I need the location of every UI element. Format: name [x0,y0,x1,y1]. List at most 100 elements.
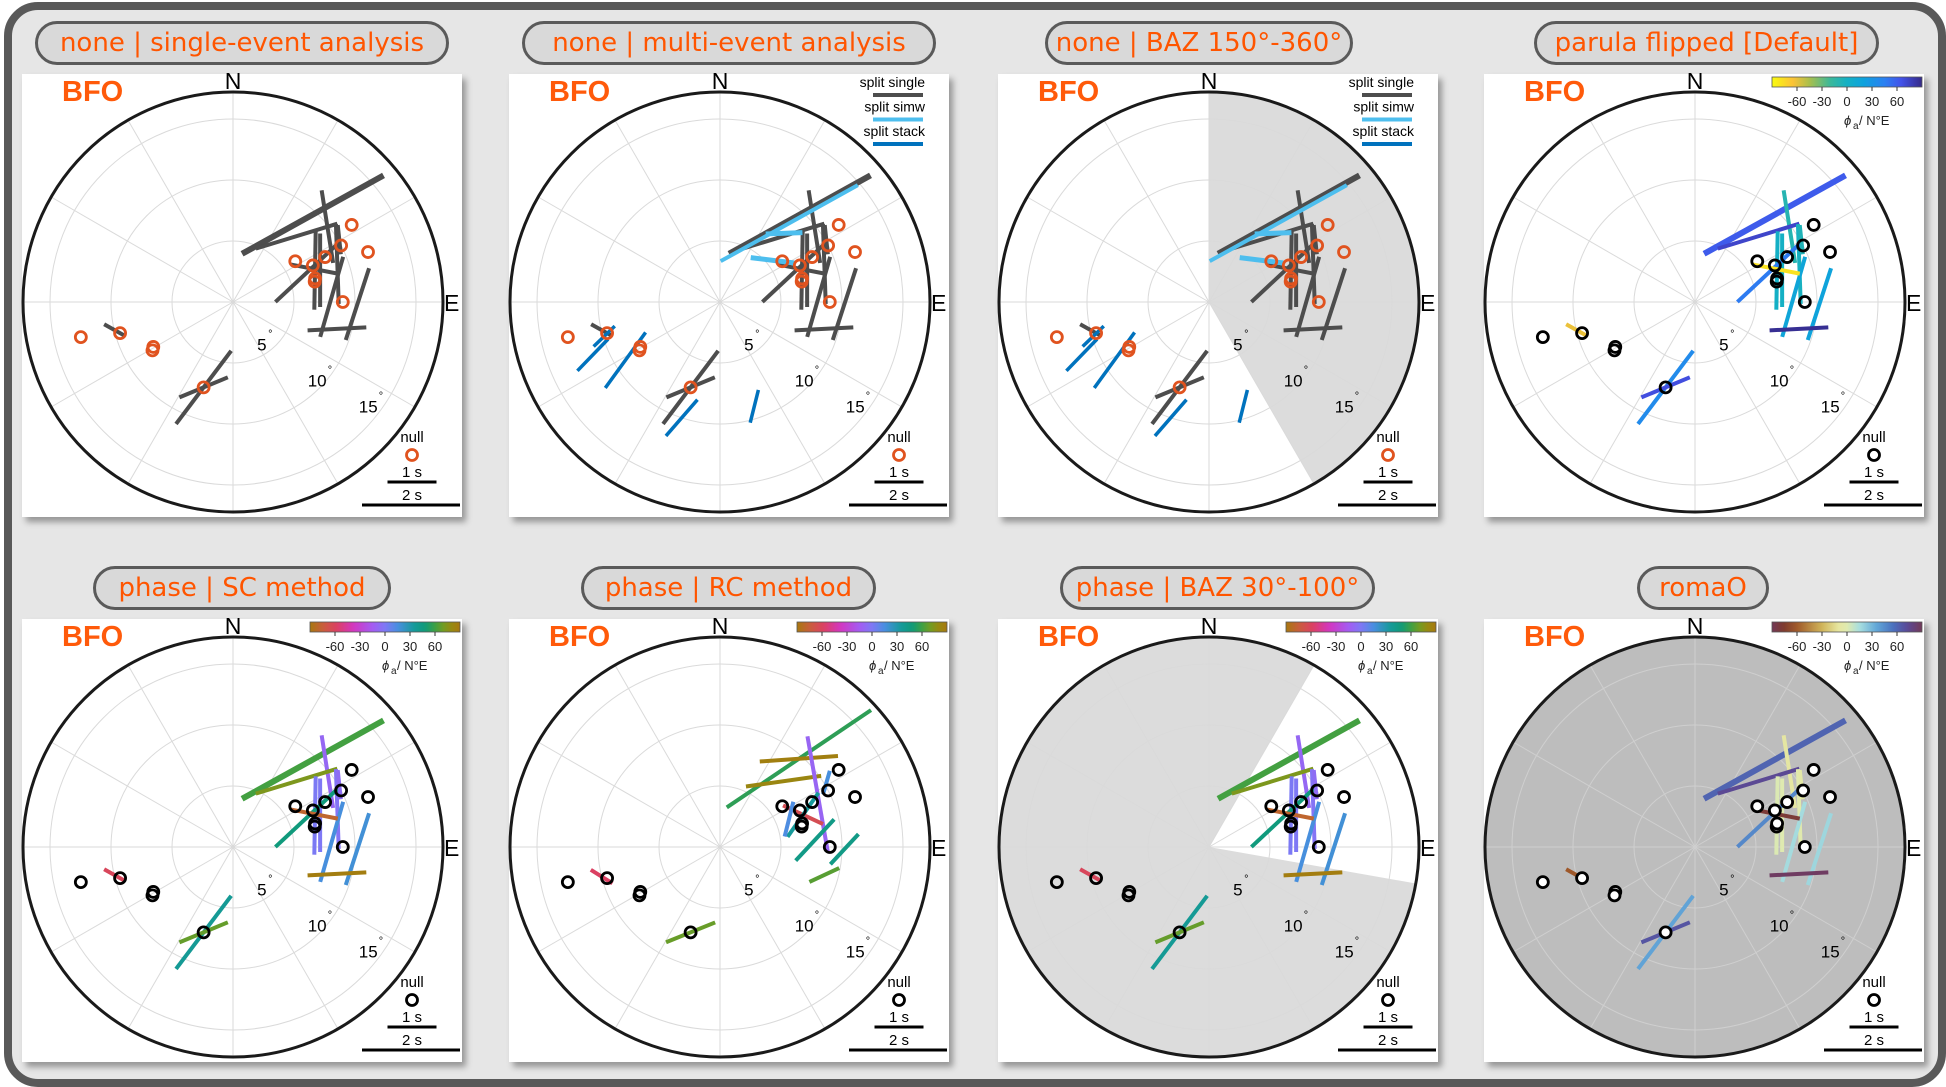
colorbar-tick-label: -60 [1788,639,1807,654]
grid-spoke [232,846,339,1030]
panel-title: phase | BAZ 30°-100° [1060,566,1375,610]
split-single-stick [255,221,338,251]
null-marker [1658,380,1673,395]
degree-symbol: ° [1355,935,1359,947]
grid-spoke [614,301,721,485]
north-label: N [225,613,242,639]
null-marker [1575,871,1589,886]
scale-bar-label: 2 s [402,1032,422,1049]
legend-label: split stack [864,123,926,139]
null-marker [683,380,698,395]
grid-spoke [1589,119,1696,303]
colorbar-tick-label: 60 [428,639,442,654]
colorbar-tick-label: 0 [868,639,875,654]
colorbar-tick-label: -60 [1788,94,1807,109]
colorbar-label-sub: a [1367,666,1373,677]
legend-label: split single [1349,74,1415,90]
colorbar-tick-label: 0 [1357,639,1364,654]
null-marker [822,840,837,854]
null-legend-label: null [887,429,910,446]
colorbar [1771,621,1923,633]
outer-circle [508,635,932,1059]
scale-bar-label: 2 s [402,487,422,504]
colorbar-label-symbol: ϕ [1844,113,1851,128]
null-marker [1750,799,1765,814]
split-single-stick [1795,224,1803,305]
null-marker [73,330,88,345]
station-label: BFO [1524,76,1586,108]
scale-bar-label: 2 s [1378,487,1398,504]
grid-spoke [1694,846,1878,953]
radial-tick-label: 5 [1719,336,1728,355]
split-stack-stick [664,398,699,438]
split-stack-stick [1153,398,1188,438]
scale-bar-label: 1 s [402,464,422,481]
null-marker [145,888,160,903]
null-marker [831,763,846,777]
null-marker [1089,871,1103,886]
null-marker [1797,295,1812,309]
legend-label: split simw [1353,99,1415,115]
null-marker [1535,875,1550,890]
null-legend-marker [405,993,419,1007]
scale-bar-label: 2 s [1864,487,1884,504]
colorbar-tick-label: -30 [351,639,370,654]
legend-label: split simw [864,99,926,115]
null-marker [1823,245,1837,259]
null-marker [821,238,836,253]
null-marker [1780,795,1795,809]
null-marker [1770,271,1784,286]
degree-symbol: ° [1244,329,1248,341]
null-marker [288,254,303,269]
null-marker [305,803,320,818]
panel-title: none | multi-event analysis [522,21,936,65]
null-marker [145,343,160,358]
null-marker [560,330,575,345]
colorbar-tick-label: 0 [1843,639,1850,654]
grid-spoke [1208,301,1315,485]
radial-tick-label: 10 [1284,371,1303,390]
radial-tick-label: 15 [1821,397,1840,416]
grid-spoke [1208,846,1315,1030]
panel-title: phase | SC method [93,566,391,610]
scale-bar-label: 1 s [889,1009,909,1026]
split-single-stick [333,769,341,850]
null-marker [1281,803,1296,818]
scale-bar-label: 1 s [1864,1009,1884,1026]
colorbar-label-symbol: ϕ [1844,658,1851,673]
outer-circle [1483,635,1907,1059]
grid-spoke [232,846,416,953]
outer-circle [1483,90,1907,514]
scale-bar-label: 1 s [402,1009,422,1026]
null-marker [1658,925,1673,940]
outer-circle [508,90,932,514]
grid-spoke [1512,301,1696,408]
scale-bar-label: 2 s [1864,1032,1884,1049]
radial-tick-label: 10 [1770,371,1789,390]
grid-spoke [1589,301,1696,485]
null-marker [308,816,322,831]
split-single-stick [805,256,833,338]
null-legend-marker [892,993,906,1007]
null-marker [775,799,790,814]
null-marker [1320,763,1335,777]
grid-spoke [1208,664,1315,848]
null-legend-marker [1381,448,1395,462]
grid-spoke [1694,664,1801,848]
colorbar-label-symbol: ϕ [1358,658,1365,673]
grid-spoke [1103,664,1210,848]
split-single-stick [1769,325,1829,333]
null-marker [1806,763,1821,777]
east-label: E [931,835,946,861]
panel-title: phase | RC method [581,566,876,610]
colorbar-tick-label: 0 [381,639,388,654]
east-label: E [931,290,946,316]
radial-tick-label: 5 [744,336,753,355]
east-label: E [444,290,459,316]
degree-symbol: ° [1730,329,1734,341]
null-marker [1796,783,1811,798]
split-single-stick [665,375,716,400]
